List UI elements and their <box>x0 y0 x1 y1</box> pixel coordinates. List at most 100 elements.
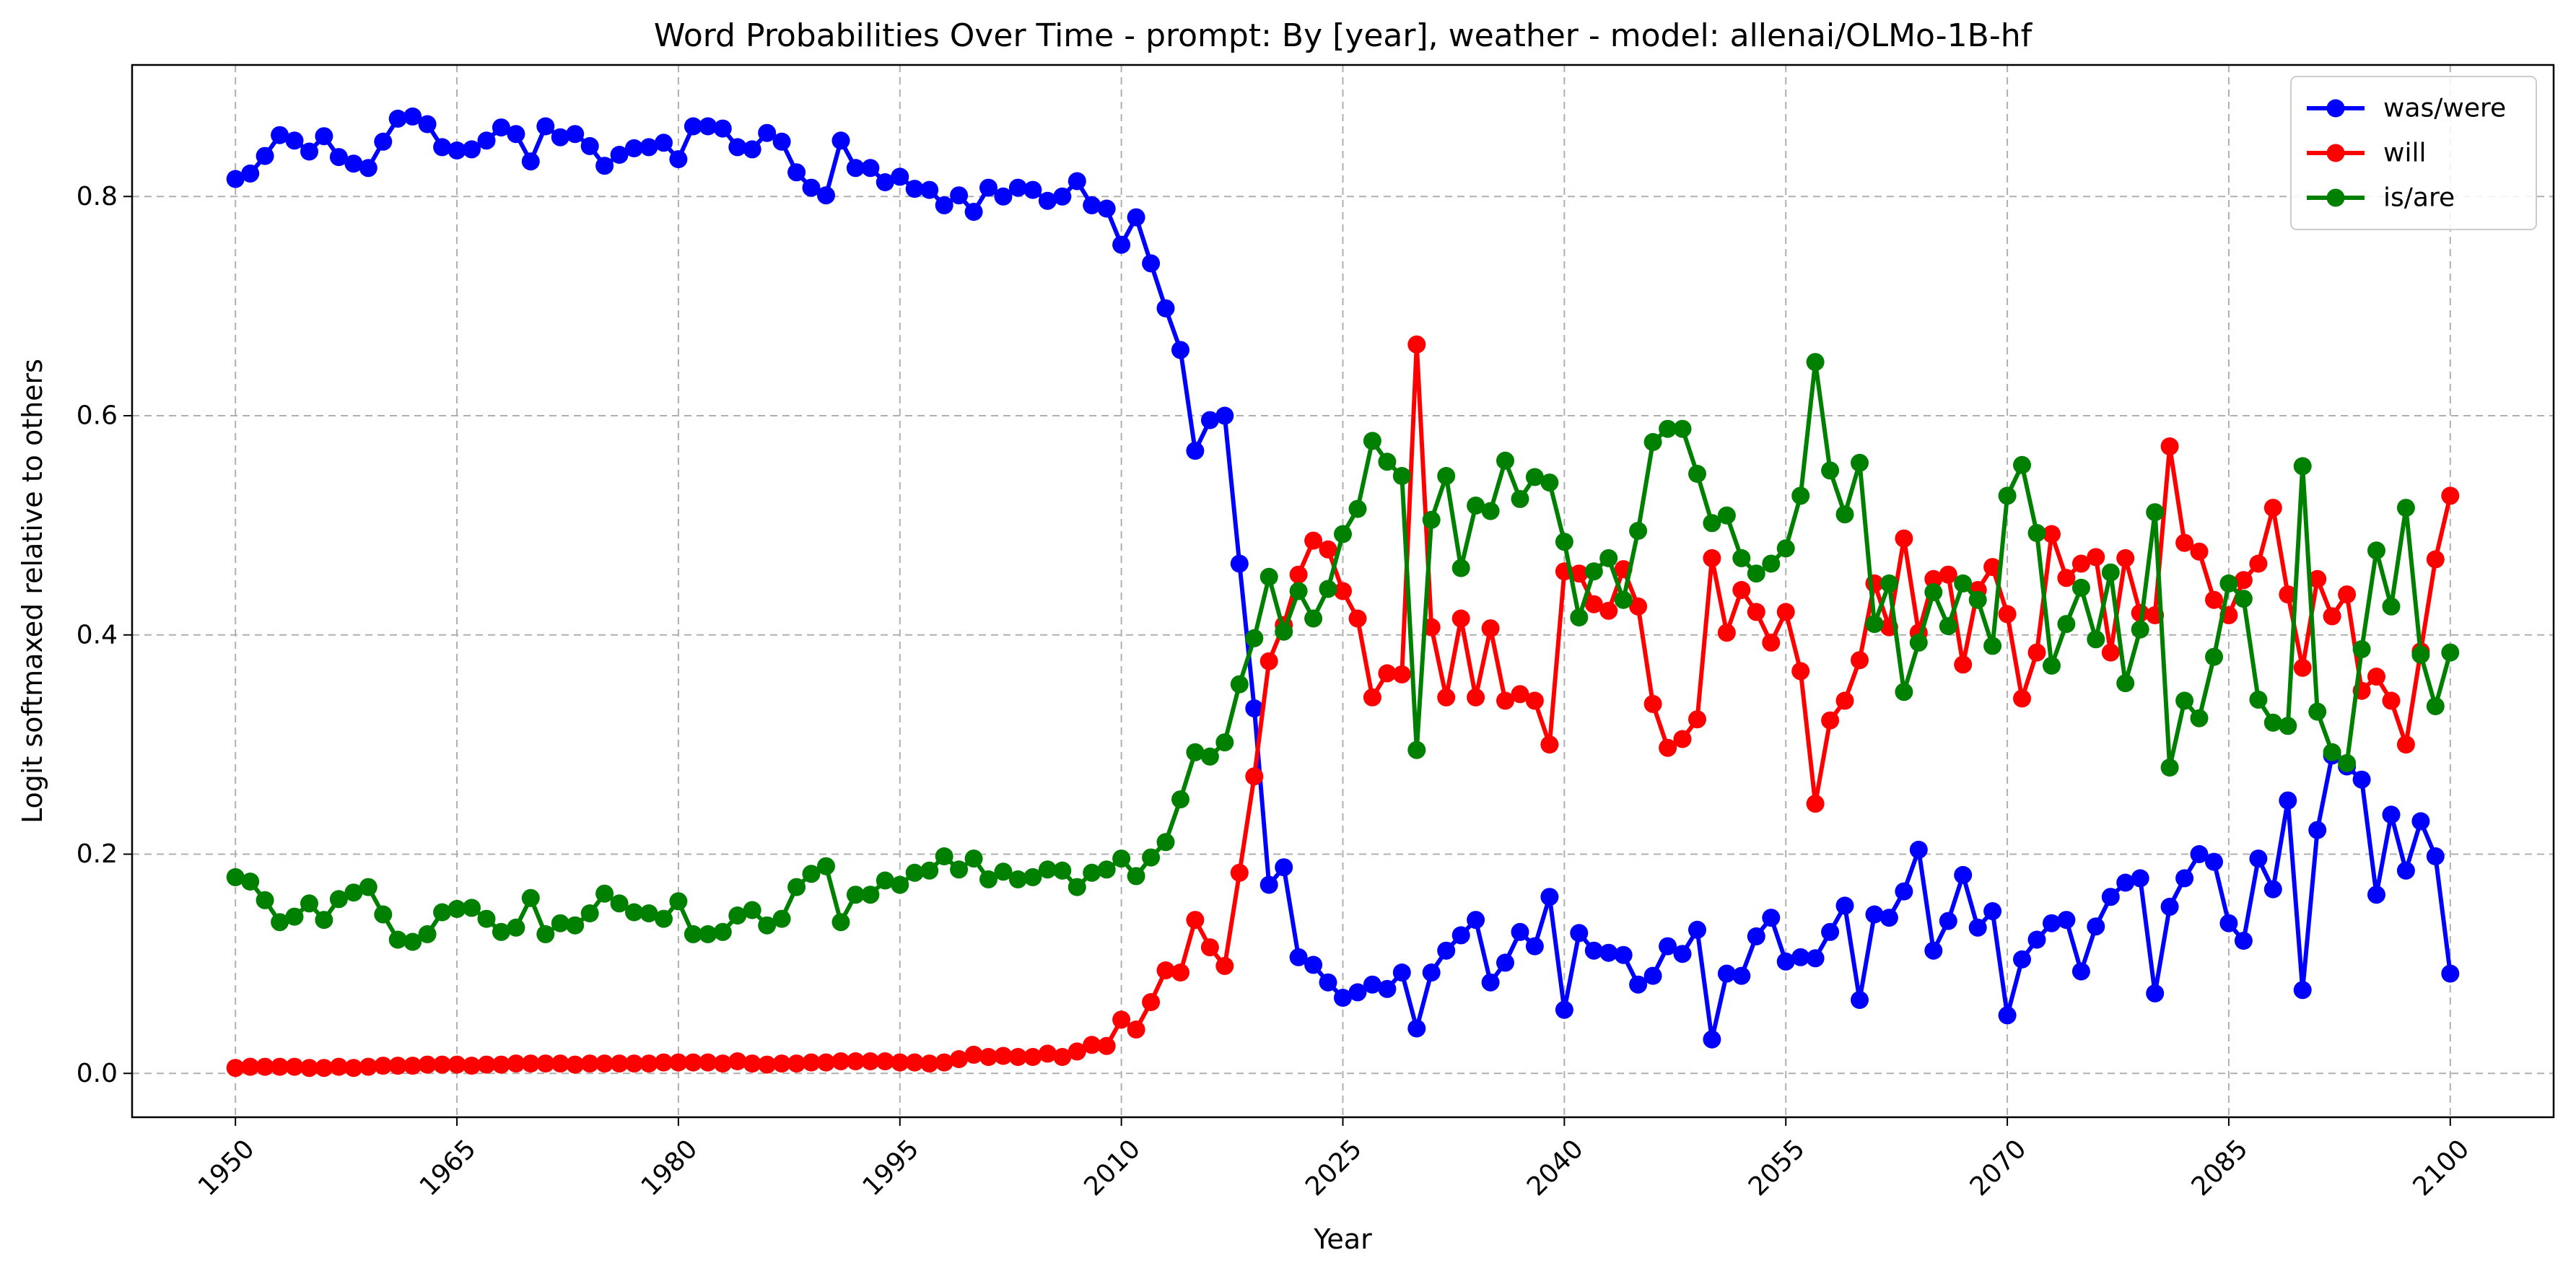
y-axis-title: Logit softmaxed relative to others <box>17 359 48 823</box>
data-point <box>2367 541 2385 560</box>
data-point <box>1703 549 1721 567</box>
data-point <box>1156 961 1175 979</box>
data-point <box>2071 554 2090 573</box>
data-point <box>226 868 245 886</box>
data-point <box>1245 629 1264 647</box>
data-point <box>1023 868 1042 886</box>
data-point <box>1053 861 1072 880</box>
data-point <box>669 150 688 169</box>
data-point <box>1392 963 1411 982</box>
data-point <box>1879 909 1898 927</box>
data-point <box>300 1059 318 1078</box>
data-point <box>595 1054 614 1073</box>
data-point <box>1378 979 1397 998</box>
chart-title: Word Probabilities Over Time - prompt: B… <box>654 17 2033 54</box>
data-point <box>477 909 496 928</box>
data-point <box>610 1054 629 1073</box>
data-point <box>1599 943 1618 962</box>
data-point <box>1511 489 1529 508</box>
data-point <box>1348 499 1367 518</box>
data-point <box>1186 743 1205 761</box>
data-point <box>1835 691 1854 710</box>
data-point <box>329 1057 348 1076</box>
data-point <box>580 1054 599 1073</box>
data-point <box>1378 664 1397 683</box>
data-point <box>1717 624 1736 642</box>
data-point <box>1998 605 2017 624</box>
data-point <box>728 1052 747 1070</box>
data-point <box>374 905 393 924</box>
data-point <box>1895 683 1913 702</box>
data-point <box>1067 172 1086 191</box>
data-point <box>2382 805 2401 824</box>
data-point <box>1319 580 1337 598</box>
data-point <box>772 909 791 928</box>
data-point <box>2338 753 2357 772</box>
data-point <box>1038 191 1057 210</box>
data-point <box>2027 524 2046 542</box>
data-point <box>2426 847 2445 865</box>
data-point <box>2087 917 2105 936</box>
data-point <box>241 164 260 183</box>
data-point <box>699 925 717 943</box>
data-point <box>1348 983 1367 1002</box>
data-point <box>1275 622 1293 641</box>
data-point <box>2027 930 2046 949</box>
data-point <box>241 873 260 891</box>
data-point <box>1230 554 1249 573</box>
data-point <box>1703 1030 1721 1049</box>
data-point <box>418 1055 437 1074</box>
data-point <box>817 857 835 875</box>
data-point <box>521 1054 540 1073</box>
data-point <box>271 913 289 932</box>
data-point <box>2338 585 2357 604</box>
data-point <box>1215 956 1234 975</box>
data-point <box>1334 989 1352 1007</box>
data-point <box>1688 710 1706 729</box>
data-point <box>2279 585 2297 604</box>
data-point <box>2263 880 2282 899</box>
data-point <box>905 180 924 198</box>
data-point <box>1451 559 1470 577</box>
data-point <box>1496 953 1514 972</box>
data-point <box>846 1052 865 1070</box>
data-point <box>1171 341 1189 359</box>
data-point <box>1511 685 1529 704</box>
data-point <box>2396 735 2415 754</box>
data-point <box>595 157 614 175</box>
data-point <box>905 863 924 882</box>
y-tick-label: 0.8 <box>77 182 118 211</box>
data-point <box>950 186 969 205</box>
data-point <box>1570 564 1589 583</box>
data-point <box>743 140 761 159</box>
data-point <box>271 126 289 144</box>
data-point <box>1363 975 1381 994</box>
data-point <box>1717 506 1736 525</box>
data-point <box>920 861 939 880</box>
data-point <box>1968 918 1987 937</box>
data-point <box>2071 962 2090 981</box>
data-point <box>979 178 997 197</box>
data-point <box>758 1055 777 1074</box>
data-point <box>2396 499 2415 517</box>
data-point <box>463 1057 481 1075</box>
data-point <box>300 894 318 913</box>
data-point <box>1776 539 1795 558</box>
data-point <box>403 1057 422 1075</box>
data-point <box>743 1054 761 1073</box>
data-point <box>433 903 452 922</box>
data-point <box>625 139 643 157</box>
data-point <box>1584 941 1603 960</box>
data-point <box>595 884 614 903</box>
data-point <box>1319 540 1337 559</box>
data-point <box>1968 590 1987 609</box>
data-point <box>1717 964 1736 983</box>
data-point <box>2293 981 2312 1000</box>
data-point <box>787 878 806 896</box>
data-point <box>1614 590 1633 609</box>
data-point <box>1762 909 1781 927</box>
data-point <box>2249 690 2268 709</box>
data-point <box>2219 914 2238 932</box>
data-point <box>2367 668 2385 686</box>
